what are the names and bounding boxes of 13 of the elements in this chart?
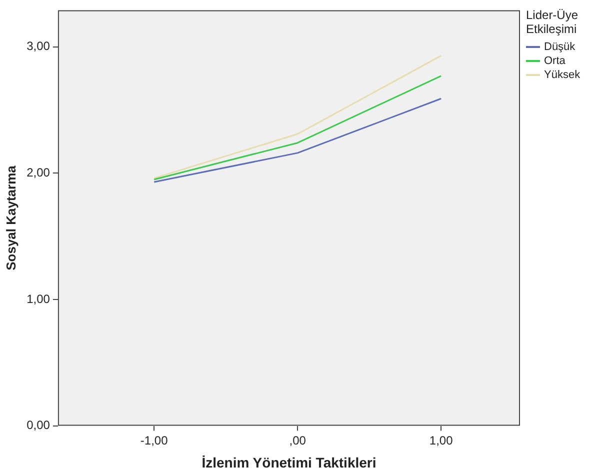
y-tick-label: 3,00	[26, 39, 50, 54]
y-tick-label: 1,00	[26, 292, 50, 306]
legend-title: Lider-Üye Etkileşimi	[526, 8, 580, 36]
legend-label: Orta	[544, 55, 566, 67]
x-tick-label: ,00	[289, 433, 306, 448]
legend-label: Düşük	[544, 41, 576, 53]
x-axis-title: İzlenim Yönetimi Taktikleri	[202, 454, 376, 470]
x-tick-label: -1,00	[140, 433, 168, 448]
y-tick-label: 0,00	[26, 418, 50, 432]
x-tick-label: 1,00	[429, 433, 454, 448]
y-tick-label: 2,00	[26, 165, 50, 180]
legend-label: Yüksek	[544, 69, 580, 81]
y-axis-title: Sosyal Kaytarma	[3, 164, 18, 270]
